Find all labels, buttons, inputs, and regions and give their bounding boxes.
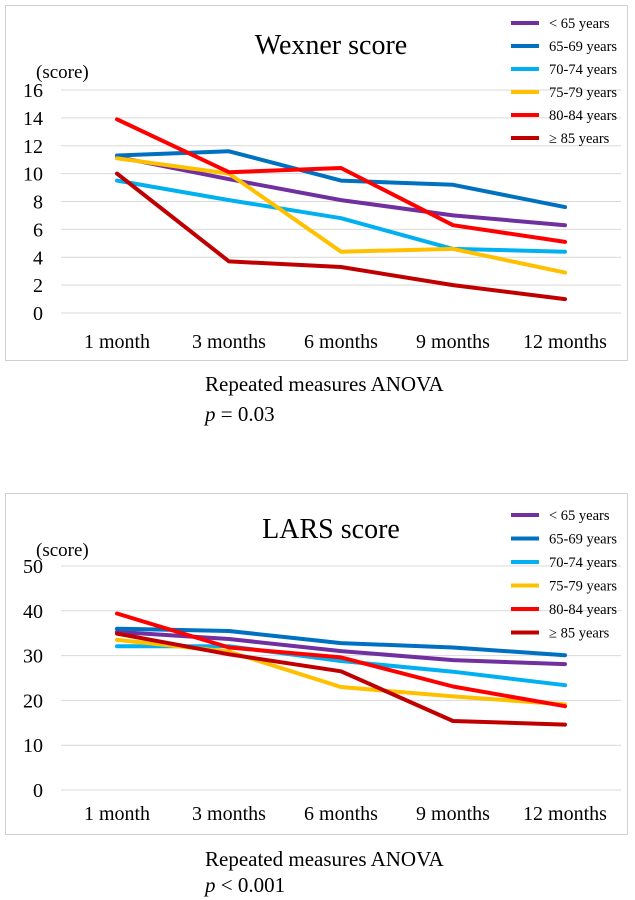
lars-p-value: p < 0.001 bbox=[205, 873, 285, 898]
wexner-y-tick-label: 10 bbox=[23, 164, 43, 186]
wexner-y-tick-label: 2 bbox=[33, 275, 43, 297]
lars-y-axis-label: (score) bbox=[36, 540, 89, 561]
lars-stat-method: Repeated measures ANOVA bbox=[205, 847, 444, 871]
wexner-legend-label: < 65 years bbox=[549, 16, 610, 32]
wexner-x-tick-label: 1 month bbox=[84, 331, 150, 353]
lars-chart-panel: 0 10 20 30 40 50 1 month 3 months 6 months 9 mont… bbox=[5, 493, 628, 835]
wexner-legend-label: 75-79 years bbox=[549, 85, 617, 101]
wexner-series-line bbox=[115, 156, 567, 275]
wexner-x-tick-label: 12 months bbox=[523, 331, 607, 353]
wexner-y-axis-label: (score) bbox=[36, 62, 89, 83]
lars-x-tick-label: 9 months bbox=[416, 803, 490, 825]
lars-series-line bbox=[115, 611, 567, 709]
wexner-y-tick-label: 16 bbox=[23, 80, 43, 102]
wexner-p-value: p = 0.03 bbox=[205, 402, 275, 427]
lars-legend-label: < 65 years bbox=[549, 508, 610, 524]
lars-line-chart: 0 10 20 30 40 50 1 month 3 months 6 months 9 mont… bbox=[23, 508, 621, 825]
lars-y-tick-label: 30 bbox=[23, 646, 43, 668]
wexner-y-tick-label: 6 bbox=[33, 219, 43, 241]
lars-legend-label: 80-84 years bbox=[549, 602, 617, 618]
lars-x-tick-label: 6 months bbox=[304, 803, 378, 825]
lars-series-line bbox=[115, 626, 567, 658]
lars-x-tick-label: 12 months bbox=[523, 803, 607, 825]
wexner-x-tick-label: 9 months bbox=[416, 331, 490, 353]
lars-y-tick-label: 20 bbox=[23, 690, 43, 712]
wexner-stat-method: Repeated measures ANOVA bbox=[205, 372, 444, 396]
lars-y-tick-label: 10 bbox=[23, 735, 43, 757]
lars-y-tick-label: 40 bbox=[23, 601, 43, 623]
lars-legend-label: 75-79 years bbox=[549, 579, 617, 595]
lars-legend-label: ≥ 85 years bbox=[549, 626, 610, 642]
lars-y-tick-label: 50 bbox=[23, 556, 43, 578]
wexner-p-symbol: p bbox=[205, 402, 216, 426]
wexner-y-tick-label: 14 bbox=[23, 108, 43, 130]
wexner-line-chart: 0 2 4 6 8 10 12 14 16 1 month 3 months 6 months 9 mo… bbox=[23, 16, 621, 353]
lars-legend-label: 70-74 years bbox=[549, 555, 617, 571]
wexner-chart-panel: 0 2 4 6 8 10 12 14 16 1 month 3 months 6 months 9 mo… bbox=[5, 5, 628, 361]
wexner-series-line bbox=[115, 171, 567, 302]
wexner-x-tick-label: 3 months bbox=[192, 331, 266, 353]
wexner-series-line bbox=[115, 154, 567, 228]
wexner-y-tick-label: 8 bbox=[33, 192, 43, 214]
wexner-legend-label: 80-84 years bbox=[549, 108, 617, 124]
lars-y-tick-label: 0 bbox=[33, 780, 43, 802]
wexner-y-tick-label: 0 bbox=[33, 303, 43, 325]
wexner-x-tick-label: 6 months bbox=[304, 331, 378, 353]
wexner-chart-title: Wexner score bbox=[255, 30, 407, 61]
wexner-p-rest: = 0.03 bbox=[215, 402, 275, 426]
wexner-legend-label: 65-69 years bbox=[549, 39, 617, 55]
lars-p-rest: < 0.001 bbox=[215, 873, 286, 897]
wexner-series-line bbox=[115, 178, 567, 254]
lars-p-symbol: p bbox=[205, 873, 216, 897]
lars-chart-title: LARS score bbox=[262, 514, 400, 545]
wexner-legend-label: ≥ 85 years bbox=[549, 131, 610, 147]
lars-x-tick-label: 1 month bbox=[84, 803, 150, 825]
wexner-y-tick-label: 4 bbox=[33, 247, 43, 269]
lars-series-line bbox=[115, 631, 567, 727]
wexner-legend-label: 70-74 years bbox=[549, 62, 617, 78]
lars-x-tick-label: 3 months bbox=[192, 803, 266, 825]
wexner-series-line bbox=[115, 117, 567, 244]
wexner-y-tick-label: 12 bbox=[23, 136, 43, 158]
lars-legend-label: 65-69 years bbox=[549, 532, 617, 548]
